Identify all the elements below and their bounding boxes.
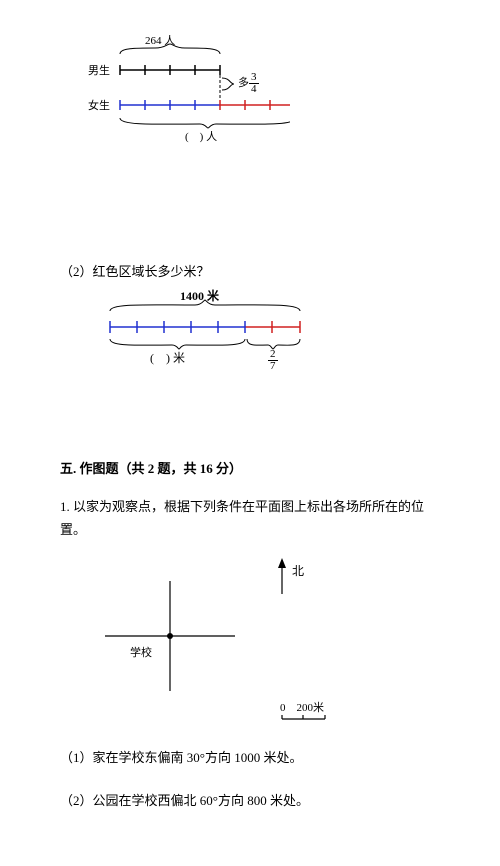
school-label: 学校 [130,644,152,660]
fig1-bottom-label: ( ) 人 [185,128,217,144]
fig2-top-label: 1400 米 [180,287,219,304]
fig1-right-prefix: 多 [238,77,249,89]
fig1-row2-label: 女生 [88,97,110,113]
fig1-row1-label: 男生 [88,62,110,78]
figure-1400m: 1400 米 ( ) 米 2 7 [90,297,440,437]
fig2-bottom-left-label: ( ) 米 [150,349,185,366]
figure-boys-girls: 264 人 男生 多34 女生 ( ) 人 [90,40,440,240]
section5-q1-intro: 1. 以家为观察点，根据下列条件在平面图上标出各场所所在的位置。 [60,495,440,542]
sub-question-2: （2）公园在学校西偏北 60°方向 800 米处。 [60,789,440,812]
compass-diagram: 北 学校 0 200米 [60,556,440,726]
fig1-top-label: 264 人 [145,32,175,48]
question-2: （2）红色区域长多少米？ [60,260,440,283]
north-label: 北 [292,562,304,579]
fig2-right-frac: 2 7 [268,349,278,372]
sub-question-1: （1）家在学校东偏南 30°方向 1000 米处。 [60,746,440,769]
section-5-header: 五. 作图题（共 2 题，共 16 分） [60,457,440,480]
fig1-right-frac: 34 [249,72,259,95]
